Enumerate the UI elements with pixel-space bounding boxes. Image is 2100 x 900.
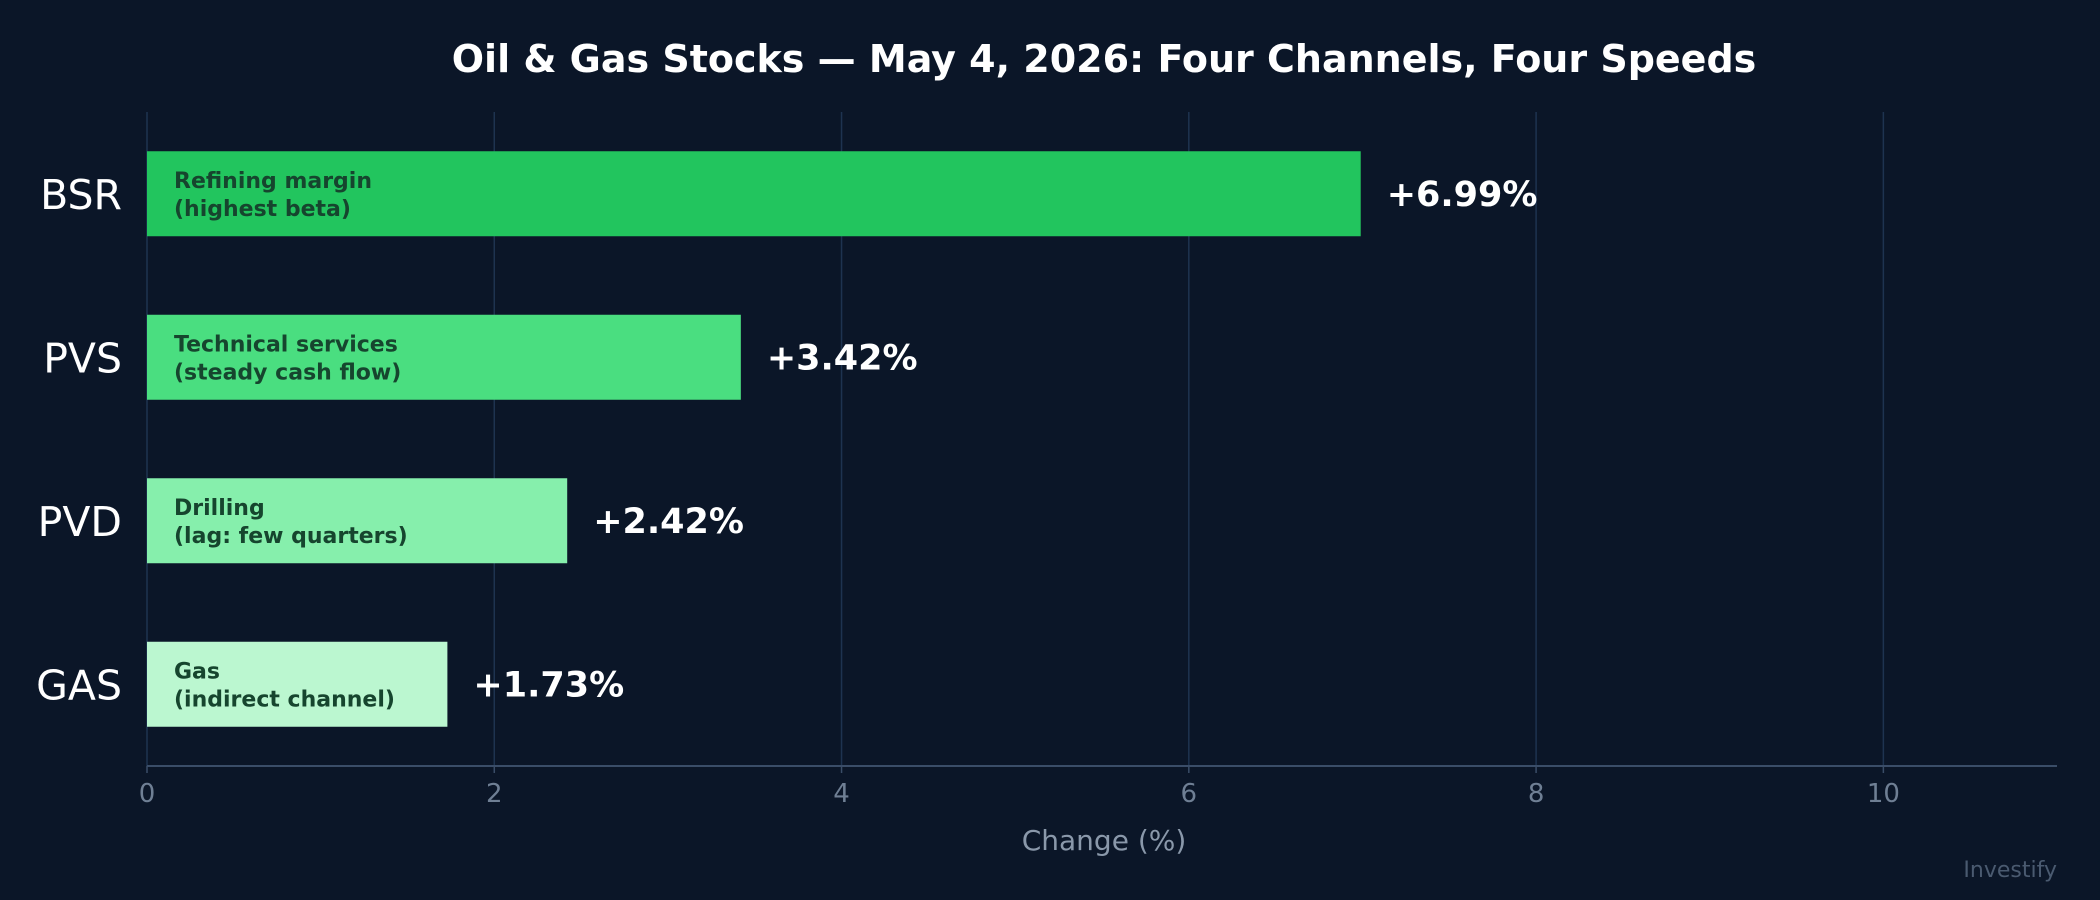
bars: BSR Refining margin (highest beta) +6.99% PV… [36,151,1537,727]
bar-pvd [147,478,568,564]
bar-pvs [147,314,741,400]
bar-note-line-2: (highest beta) [174,197,351,222]
x-tick-label: 8 [1528,779,1545,809]
bar-note-line-1: Technical services [174,332,398,357]
category-label: BSR [40,171,122,219]
category-label: GAS [36,661,122,709]
bar-note-line-1: Gas [174,659,220,684]
bar-note-line-2: (indirect channel) [174,687,395,712]
value-label: +6.99% [1387,175,1538,215]
value-label: +1.73% [473,665,624,705]
bar-gas [147,641,448,727]
bar-note-line-2: (steady cash flow) [174,360,401,385]
category-label: PVS [43,334,122,382]
category-label: PVD [38,498,122,546]
bar-note-line-1: Drilling [174,496,265,521]
value-label: +2.42% [593,502,744,542]
x-tick-label: 6 [1181,779,1198,809]
bar-bsr [147,151,1361,237]
watermark: Investify [1963,858,2057,883]
bar-note-line-2: (lag: few quarters) [174,524,408,549]
x-axis-title: Change (%) [1022,824,1187,857]
x-tick-label: 2 [486,779,503,809]
bar-note-line-1: Refining margin [174,169,372,194]
x-tick-label: 4 [833,779,850,809]
value-label: +3.42% [767,338,918,378]
x-tick-label: 0 [139,779,156,809]
x-axis: 0 2 4 6 8 10 [139,765,2057,809]
chart-title: Oil & Gas Stocks — May 4, 2026: Four Cha… [452,37,1757,81]
x-tick-label: 10 [1867,779,1900,809]
